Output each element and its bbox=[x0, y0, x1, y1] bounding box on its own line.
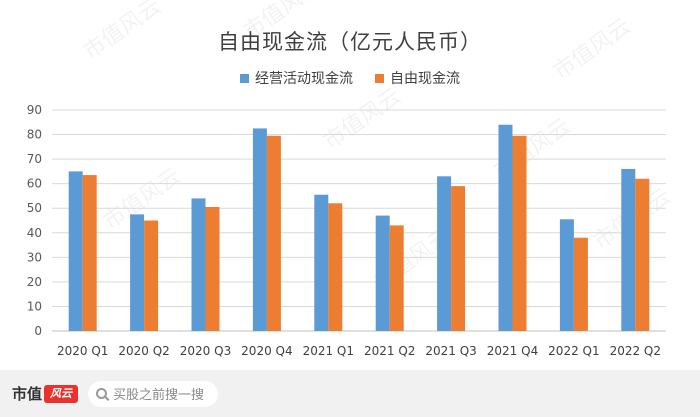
y-tick-label: 0 bbox=[34, 324, 42, 338]
bar-operating-9 bbox=[621, 168, 636, 331]
bar-operating-3 bbox=[252, 128, 267, 331]
x-tick-label: 2022 Q1 bbox=[548, 344, 599, 358]
bar-free-1 bbox=[144, 220, 159, 331]
x-tick-label: 2020 Q3 bbox=[180, 344, 231, 358]
legend-item-free-cashflow: 自由现金流 bbox=[375, 68, 460, 88]
y-tick-label: 20 bbox=[27, 275, 42, 289]
x-tick-label: 2020 Q2 bbox=[118, 344, 169, 358]
bar-free-8 bbox=[573, 237, 588, 331]
bar-operating-0 bbox=[68, 171, 83, 331]
legend-label-free: 自由现金流 bbox=[390, 71, 460, 87]
x-tick-label: 2021 Q1 bbox=[303, 344, 354, 358]
chart-frame: 自由现金流（亿元人民币） 经营活动现金流 自由现金流 市值风云 市值风云 市值风云市… bbox=[0, 0, 700, 358]
bar-operating-7 bbox=[498, 124, 513, 331]
chart-legend: 经营活动现金流 自由现金流 bbox=[0, 68, 700, 88]
y-tick-label: 70 bbox=[27, 152, 42, 166]
search-placeholder: 买股之前搜一搜 bbox=[113, 388, 205, 403]
bar-free-6 bbox=[451, 186, 466, 331]
x-tick-label: 2021 Q3 bbox=[425, 344, 476, 358]
bar-free-2 bbox=[205, 206, 220, 331]
bar-free-9 bbox=[635, 178, 650, 331]
watermark-text: 市值风云 bbox=[79, 0, 165, 65]
x-axis-labels: 2020 Q1 2020 Q2 2020 Q3 2020 Q4 2021 Q1 2021 … bbox=[57, 344, 661, 358]
x-tick-label: 2022 Q2 bbox=[610, 344, 661, 358]
legend-label-operating: 经营活动现金流 bbox=[255, 71, 353, 87]
y-tick-label: 90 bbox=[27, 103, 42, 117]
watermark-text: 市值风云 bbox=[239, 0, 325, 45]
y-tick-label: 50 bbox=[27, 201, 42, 215]
bar-operating-6 bbox=[437, 176, 452, 331]
y-tick-label: 80 bbox=[27, 128, 42, 142]
bar-free-3 bbox=[266, 135, 281, 331]
search-box[interactable]: 买股之前搜一搜 bbox=[88, 380, 219, 407]
brand-mark: 风云 bbox=[44, 384, 79, 403]
watermark-text: 市值风云 bbox=[319, 84, 405, 155]
bar-free-4 bbox=[328, 203, 343, 331]
bar-free-0 bbox=[82, 175, 97, 331]
brand-logo[interactable]: 市值 风云 bbox=[12, 383, 79, 404]
y-axis-ticks: 0 10 20 30 40 50 60 70 80 90 bbox=[27, 103, 42, 338]
bar-free-5 bbox=[389, 225, 404, 331]
y-tick-label: 10 bbox=[27, 299, 42, 313]
legend-item-operating-cashflow: 经营活动现金流 bbox=[240, 68, 353, 88]
bar-free-7 bbox=[512, 135, 527, 331]
legend-swatch-free bbox=[375, 73, 384, 83]
x-tick-label: 2021 Q4 bbox=[487, 344, 538, 358]
y-tick-label: 40 bbox=[27, 226, 42, 240]
footer-bar: 市值 风云 买股之前搜一搜 bbox=[0, 370, 700, 417]
bar-operating-4 bbox=[314, 194, 329, 331]
x-tick-label: 2020 Q1 bbox=[57, 344, 108, 358]
search-icon bbox=[96, 388, 108, 399]
watermark-text: 市值风云 bbox=[549, 14, 635, 85]
legend-swatch-operating bbox=[240, 73, 249, 83]
bar-operating-5 bbox=[375, 215, 390, 331]
bars bbox=[68, 124, 650, 331]
x-tick-label: 2020 Q4 bbox=[241, 344, 292, 358]
chart-title: 自由现金流（亿元人民币） bbox=[218, 30, 482, 54]
x-tick-label: 2021 Q2 bbox=[364, 344, 415, 358]
bar-chart: 市值风云市值风云市值风云市值风云市值风云市值风云市值风云市值风云 0102030… bbox=[27, 0, 676, 358]
y-tick-label: 60 bbox=[27, 177, 42, 191]
brand-text: 市值 bbox=[12, 385, 43, 403]
y-tick-label: 30 bbox=[27, 250, 42, 264]
bar-operating-2 bbox=[191, 198, 206, 331]
bar-operating-8 bbox=[559, 219, 574, 331]
bar-operating-1 bbox=[130, 214, 145, 331]
